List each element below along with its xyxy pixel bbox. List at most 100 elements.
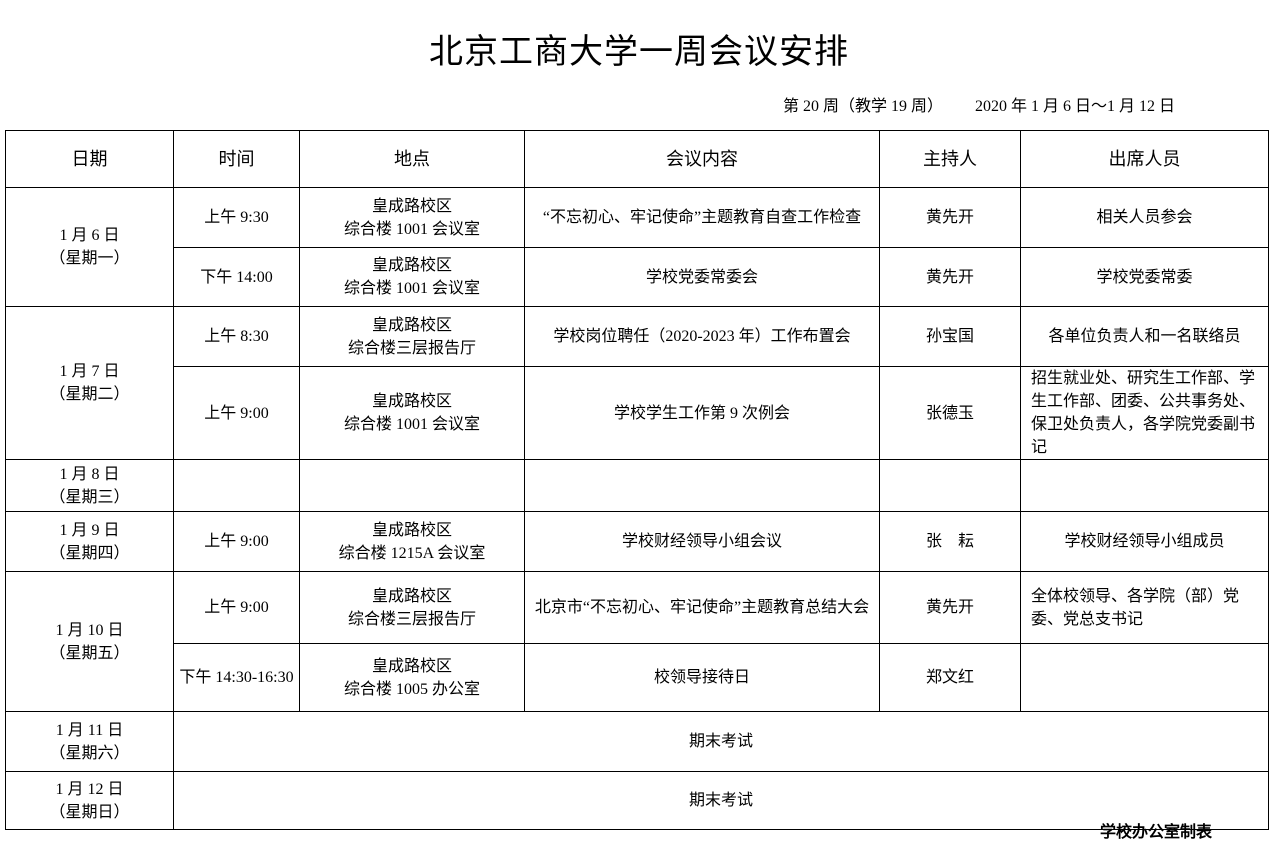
host-cell: 张德玉 (879, 366, 1021, 460)
header-location: 地点 (299, 130, 525, 188)
content-cell: 学校党委常委会 (524, 247, 880, 307)
host-cell-text: 黄先开 (925, 599, 974, 616)
time-cell-text: 上午 8:30 (204, 328, 269, 345)
content-cell-text: 学校财经领导小组会议 (621, 533, 782, 550)
location-line: 综合楼 1215A 会议室 (338, 544, 486, 562)
header-attendees: 出席人员 (1020, 130, 1269, 188)
footer-note: 学校办公室制表 (1100, 824, 1213, 841)
content-cell: 学校财经领导小组会议 (524, 511, 880, 572)
table-row: 下午 14:30-16:30 皇成路校区 综合楼 1005 办公室 校领导接待日 郑文红 (6, 643, 1269, 712)
host-cell: 黄先开 (879, 571, 1021, 644)
location-line: 综合楼三层报告厅 (347, 339, 476, 357)
time-cell: 上午 9:30 (173, 187, 300, 248)
location-line: 皇成路校区 (371, 197, 452, 215)
location-cell: 皇成路校区 综合楼 1001 会议室 (299, 187, 525, 248)
table-row: 1 月 8 日 （星期三） (5, 459, 1269, 512)
table-row: 上午 9:00 皇成路校区综合楼 1001 会议室 学校学生工作第 9 次例会 张德玉… (6, 366, 1269, 460)
date-cell: 1 月 7 日 （星期二） (5, 306, 174, 460)
content-cell: 校领导接待日 (524, 643, 880, 712)
location-cell: 皇成路校区综合楼三层报告厅 (299, 306, 525, 367)
attendees-cell: 全体校领导、各学院（部）党委、党总支书记 (1020, 571, 1269, 644)
date-cell: 1 月 8 日 （星期三） (5, 459, 174, 512)
time-cell-text: 上午 9:30 (204, 209, 269, 226)
header-content: 会议内容 (524, 130, 880, 188)
attendees-cell-text: 招生就业处、研究生工作部、学生工作部、团委、公共事务处、保卫处负责人，各学院党委… (1031, 370, 1256, 456)
span-cell-text: 期末考试 (688, 792, 753, 809)
content-cell-text: 学校学生工作第 9 次例会 (613, 404, 790, 422)
content-cell-text: 校领导接待日 (653, 669, 750, 686)
table-row: 1 月 6 日（星期一） 上午 9:30 皇成路校区 综合楼 1001 会议室 “不忘初… (5, 187, 1269, 307)
location-cell: 皇成路校区 综合楼 1215A 会议室 (299, 511, 525, 572)
date-line: 1 月 7 日 (59, 363, 120, 380)
week-info: 第 20 周（教学 19 周） 2020 年 1 月 6 日～1 月 12 日 (783, 98, 1176, 115)
content-cell: 学校学生工作第 9 次例会 (524, 366, 880, 460)
attendees-cell: 各单位负责人和一名联络员 (1020, 306, 1269, 367)
date-line: （星期三） (49, 488, 130, 506)
host-cell-text: 郑文红 (925, 669, 974, 686)
host-cell: 郑文红 (879, 643, 1021, 712)
host-cell: 黄先开 (879, 247, 1021, 307)
location-cell: 皇成路校区综合楼 1001 会议室 (299, 366, 525, 460)
attendees-cell (1020, 459, 1269, 512)
table-row: 1 月 10 日（星期五） 上午 9:00 皇成路校区 综合楼三层报告厅 北京市“不忘初… (5, 571, 1269, 712)
content-cell-text: 学校岗位聘任（2020-2023 年）工作布置会 (553, 328, 851, 345)
host-cell-text: 黄先开 (925, 268, 974, 286)
date-line: 1 月 9 日 (59, 521, 120, 539)
attendees-cell-text: 相关人员参会 (1096, 209, 1193, 226)
location-line: 综合楼 1005 办公室 (343, 680, 480, 698)
header-date: 日期 (5, 130, 174, 188)
table-row: 1 月 11 日 （星期六） 期末考试 (5, 711, 1269, 772)
date-cell: 1 月 10 日 （星期五） (5, 571, 174, 712)
attendees-cell: 招生就业处、研究生工作部、学生工作部、团委、公共事务处、保卫处负责人，各学院党委… (1020, 366, 1269, 460)
location-line: 皇成路校区 (371, 393, 452, 410)
table-row: 1 月 12 日 （星期日） 期末考试 (5, 771, 1269, 830)
time-cell: 下午 14:30-16:30 (173, 643, 300, 712)
host-cell-text: 黄先开 (925, 209, 974, 226)
date-cell: 1 月 6 日 （星期一） (5, 187, 174, 307)
date-line: （星期五） (49, 644, 130, 662)
date-line: （星期一） (49, 250, 130, 267)
date-line: （星期六） (49, 744, 130, 762)
location-line: 皇成路校区 (371, 257, 452, 274)
table-row: 1 月 9 日 （星期四） 上午 9:00 皇成路校区 综合楼 1215A 会议室 学校财… (5, 511, 1269, 572)
date-line: 1 月 8 日 (59, 465, 120, 483)
attendees-cell-text: 各单位负责人和一名联络员 (1048, 328, 1241, 345)
content-cell (524, 459, 880, 512)
date-line: （星期日） (49, 803, 130, 821)
attendees-cell-text: 全体校领导、各学院（部）党委、党总支书记 (1031, 587, 1240, 628)
date-line: 1 月 12 日 (55, 780, 124, 798)
location-line: 皇成路校区 (371, 657, 452, 675)
span-cell: 期末考试 (173, 771, 1269, 830)
attendees-cell: 相关人员参会 (1020, 187, 1269, 248)
meeting-schedule-table: 日期 时间 地点 会议内容 主持人 出席人员 1 月 6 日 （星期一） 上午 9:30 皇成路… (5, 130, 1269, 830)
date-line: （星期四） (49, 544, 130, 562)
time-cell: 上午 9:00 (173, 511, 300, 572)
date-cell: 1 月 9 日 （星期四） (5, 511, 174, 572)
content-cell: 学校岗位聘任（2020-2023 年）工作布置会 (524, 306, 880, 367)
location-line: 皇成路校区 (371, 316, 452, 334)
date-line: （星期二） (49, 386, 130, 403)
date-line: 1 月 11 日 (55, 721, 124, 739)
content-cell-text: 北京市“不忘初心、牢记使命”主题教育总结大会 (534, 599, 870, 616)
time-cell: 上午 9:00 (173, 366, 300, 460)
attendees-cell: 学校财经领导小组成员 (1020, 511, 1269, 572)
location-cell: 皇成路校区综合楼三层报告厅 (299, 571, 525, 644)
location-line: 皇成路校区 (371, 587, 452, 605)
time-cell (173, 459, 300, 512)
time-cell-text: 下午 14:00 (200, 268, 273, 286)
host-cell: 黄先开 (879, 187, 1021, 248)
location-cell: 皇成路校区综合楼 1005 办公室 (299, 643, 525, 712)
table-row: 1 月 7 日（星期二） 上午 8:30 皇成路校区 综合楼三层报告厅 学校岗位聘任（2… (5, 306, 1269, 460)
content-cell-text: “不忘初心、牢记使命”主题教育自查工作检查 (542, 209, 862, 226)
time-cell: 下午 14:00 (173, 247, 300, 307)
host-cell-text: 张德玉 (925, 404, 974, 422)
content-cell-text: 学校党委常委会 (645, 268, 758, 286)
time-cell-text: 上午 9:00 (204, 404, 269, 422)
content-cell: 北京市“不忘初心、牢记使命”主题教育总结大会 (524, 571, 880, 644)
table-row: 下午 14:00 皇成路校区 综合楼 1001 会议室 学校党委常委会 黄先开 学校党委常… (6, 247, 1269, 307)
time-cell: 上午 9:00 (173, 571, 300, 644)
header-host: 主持人 (879, 130, 1021, 188)
location-line: 综合楼 1001 会议室 (343, 416, 480, 433)
location-line: 综合楼三层报告厅 (347, 610, 476, 628)
date-cell: 1 月 11 日 （星期六） (5, 711, 174, 772)
